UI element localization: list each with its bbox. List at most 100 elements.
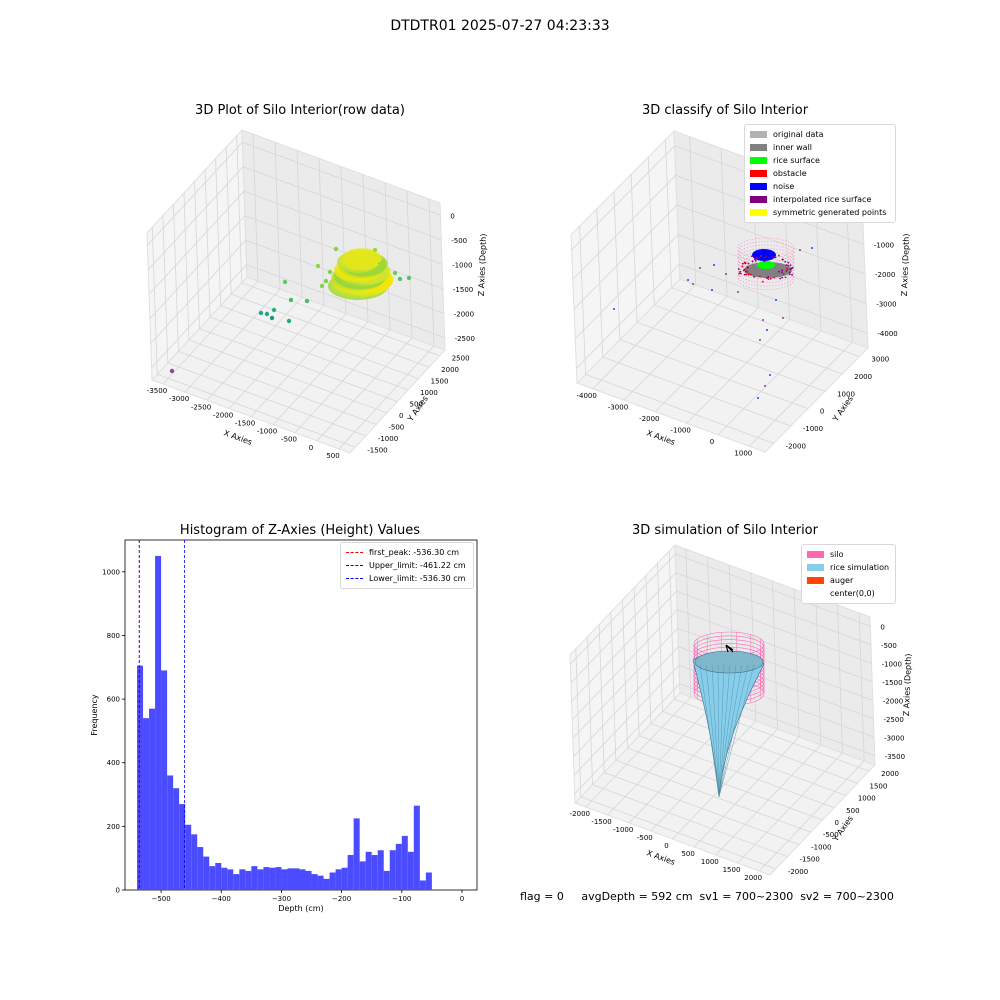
legend-label: Lower_limit: -536.30 cm bbox=[369, 574, 466, 583]
z-tick-label: -3000 bbox=[876, 301, 896, 309]
histogram-bar bbox=[371, 855, 378, 890]
legend-entry: noise bbox=[750, 180, 890, 193]
data-point bbox=[264, 311, 270, 317]
legend-swatch bbox=[807, 577, 824, 584]
obstacle-point bbox=[781, 276, 784, 279]
y-tick-label: 1500 bbox=[870, 782, 888, 790]
x-tick-label: -500 bbox=[281, 436, 297, 444]
data-point bbox=[333, 246, 339, 252]
histogram-bar bbox=[425, 872, 432, 890]
noise-point bbox=[687, 279, 689, 281]
obstacle-point bbox=[756, 257, 759, 260]
histogram-bar bbox=[413, 805, 420, 890]
obstacle-point bbox=[751, 260, 754, 263]
grid-line bbox=[573, 646, 874, 758]
grid-line bbox=[772, 580, 778, 730]
noise-point bbox=[799, 249, 801, 251]
obstacle-point bbox=[768, 256, 770, 259]
y-tick-label: 0 bbox=[116, 887, 120, 895]
legend-swatch bbox=[750, 157, 767, 164]
data-point bbox=[377, 261, 383, 267]
x-tick-label: 0 bbox=[664, 842, 668, 850]
data-point bbox=[269, 315, 275, 321]
obstacle-point bbox=[771, 255, 774, 258]
y-tick-label: 3000 bbox=[871, 356, 889, 364]
grid-line bbox=[598, 624, 605, 773]
noise-point bbox=[713, 264, 715, 266]
noise-point bbox=[737, 291, 739, 293]
z-tick-label: -500 bbox=[881, 642, 897, 650]
histogram-bar bbox=[287, 868, 294, 890]
grid-line bbox=[573, 664, 875, 776]
interpolated-ring bbox=[737, 244, 795, 266]
legend-entry: inner wall bbox=[750, 141, 890, 154]
legend-swatch bbox=[750, 131, 767, 138]
y-tick-label: 0 bbox=[820, 408, 824, 416]
x-tick-label: −200 bbox=[332, 895, 351, 903]
grid-line bbox=[570, 572, 872, 684]
x-tick-label: −500 bbox=[151, 895, 170, 903]
x-axis-label: Depth (cm) bbox=[278, 904, 323, 913]
grid-line bbox=[685, 548, 692, 698]
grid-line bbox=[178, 351, 377, 425]
interpolated-ring bbox=[737, 269, 795, 290]
histogram-bar bbox=[239, 869, 246, 890]
legend-swatch bbox=[807, 590, 824, 597]
auger-marker bbox=[725, 644, 734, 653]
data-point bbox=[288, 297, 294, 303]
grid-line bbox=[574, 234, 867, 339]
legend-label: interpolated rice surface bbox=[773, 195, 872, 204]
obstacle-point bbox=[779, 277, 782, 280]
legend-swatch bbox=[346, 565, 363, 566]
z-tick-label: -2000 bbox=[883, 697, 903, 705]
x-tick-label: -4000 bbox=[576, 392, 596, 400]
obstacle-point bbox=[761, 280, 764, 283]
interpolated-ring bbox=[737, 265, 795, 287]
noise-point bbox=[699, 267, 701, 269]
x-tick-label: -1500 bbox=[591, 818, 611, 826]
obstacle-point bbox=[745, 273, 748, 276]
obstacle-point bbox=[789, 268, 792, 271]
histogram-bar bbox=[353, 818, 360, 890]
legend-swatch bbox=[750, 170, 767, 177]
legend-swatch bbox=[750, 196, 767, 203]
histogram-bar bbox=[275, 867, 282, 890]
x-tick-label: 1000 bbox=[734, 449, 752, 457]
z-tick-label: -2500 bbox=[455, 335, 475, 343]
obstacle-point bbox=[759, 275, 761, 278]
histogram-bar bbox=[179, 804, 186, 890]
legend-classify: original data inner wall rice surface obsta… bbox=[744, 124, 896, 223]
legend-label: Upper_limit: -461.22 cm bbox=[369, 561, 466, 570]
noise-point bbox=[757, 397, 759, 399]
obstacle-point bbox=[760, 254, 762, 257]
obstacle-point bbox=[765, 255, 768, 258]
grid-line bbox=[636, 321, 826, 392]
obstacle-point bbox=[754, 258, 756, 261]
histogram-bar bbox=[149, 708, 156, 890]
histogram-bar bbox=[227, 869, 234, 890]
legend-entry: silo bbox=[807, 548, 890, 561]
grid-line bbox=[274, 142, 281, 290]
z-tick-label: -3000 bbox=[884, 734, 904, 742]
y-tick-label: 400 bbox=[107, 759, 120, 767]
histogram-bar bbox=[281, 869, 288, 890]
y-tick-label: -1000 bbox=[811, 843, 831, 851]
histogram-bar bbox=[173, 788, 180, 890]
z-tick-label: -4000 bbox=[877, 330, 897, 338]
grid-line bbox=[580, 796, 776, 870]
histogram-bar bbox=[197, 847, 204, 890]
histogram-bar bbox=[389, 850, 396, 890]
x-tick-label: -1000 bbox=[670, 426, 690, 434]
noise-point bbox=[762, 319, 764, 321]
grid-line bbox=[610, 612, 617, 761]
legend-swatch bbox=[346, 578, 363, 579]
y-tick-label: -500 bbox=[823, 831, 839, 839]
grid-line bbox=[639, 735, 835, 809]
histogram-bar bbox=[215, 862, 222, 890]
obstacle-point bbox=[749, 273, 752, 276]
grid-line bbox=[587, 636, 593, 785]
grid-line bbox=[172, 204, 179, 352]
y-axis-label: Y Axies bbox=[830, 394, 855, 424]
legend-label: symmetric generated points bbox=[773, 208, 887, 217]
surface-mesh-line bbox=[718, 664, 749, 798]
